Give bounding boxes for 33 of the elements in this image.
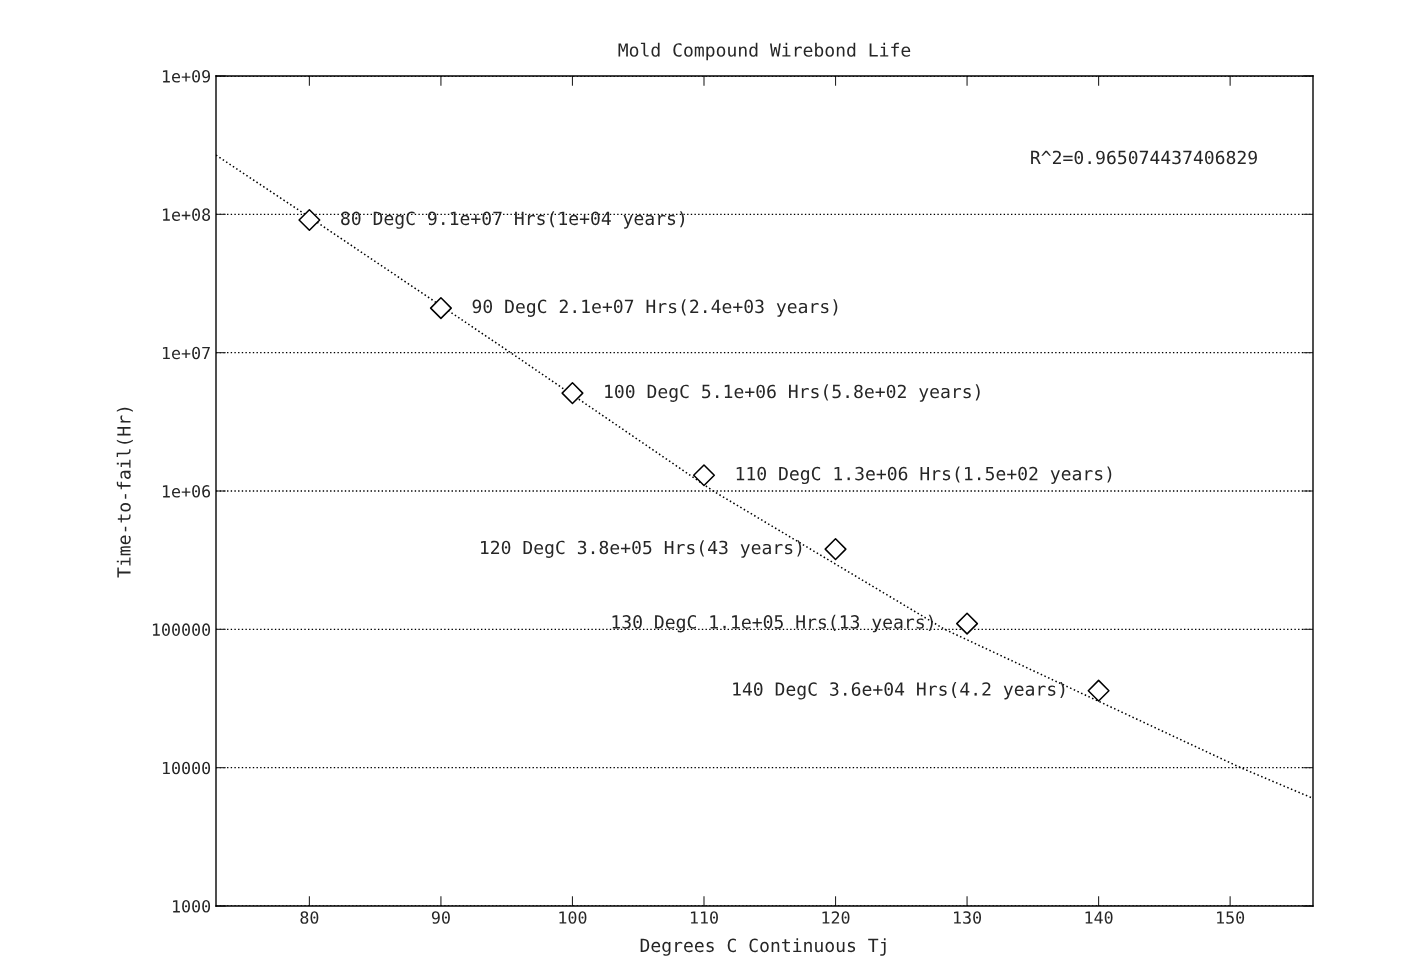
y-axis-title: Time-to-fail(Hr) [116, 407, 133, 578]
y-tick-label: 1e+09 [162, 70, 211, 83]
point [298, 208, 321, 232]
point [429, 297, 452, 320]
annotation: 140 DegC 3.6e+04 Hrs(4.2 years) [733, 681, 1065, 700]
point [1087, 679, 1110, 702]
x-tick-label: 150 [1217, 911, 1245, 924]
point [692, 464, 716, 487]
y-tick-label: 1e+08 [162, 208, 211, 221]
x-tick-label: 100 [559, 911, 587, 924]
annotation: 80 DegC 9.1e+07 Hrs(1e+04 years) [341, 211, 685, 229]
y-tick-label: 100000 [152, 623, 211, 636]
x-tick-label: 90 [431, 911, 450, 924]
annotation: 110 DegC 1.3e+06 Hrs(1.5e+02 years) [736, 466, 1112, 485]
x-tick-label: 130 [954, 911, 982, 924]
annotation: 100 DegC 5.1e+06 Hrs(5.8e+02 years) [605, 384, 980, 402]
annotation: 90 DegC 2.1e+07 Hrs(2.4e+03 years) [472, 299, 838, 317]
y-tick-label: 1e+06 [162, 485, 211, 498]
annotation: R^2=0.965074437406829 [1031, 150, 1257, 165]
x-tick-label: 120 [822, 911, 850, 924]
y-tick-label: 10000 [162, 761, 211, 775]
annotation: 120 DegC 3.8e+05 Hrs(43 years) [481, 540, 802, 558]
annotation: 130 DegC 1.1e+05 Hrs(13 years) [612, 614, 933, 633]
y-tick-label: 1000 [173, 900, 211, 913]
point [561, 382, 584, 405]
point [955, 612, 979, 635]
x-tick-label: 80 [300, 911, 319, 924]
chart-title: Mold Compound Wirebond Life [618, 42, 911, 61]
y-tick-label: 1e+07 [162, 346, 210, 360]
x-tick-label: 140 [1085, 911, 1113, 924]
point [824, 538, 847, 561]
x-axis-title: Degrees C Continuous Tj [640, 938, 886, 956]
x-tick-label: 110 [690, 911, 718, 924]
